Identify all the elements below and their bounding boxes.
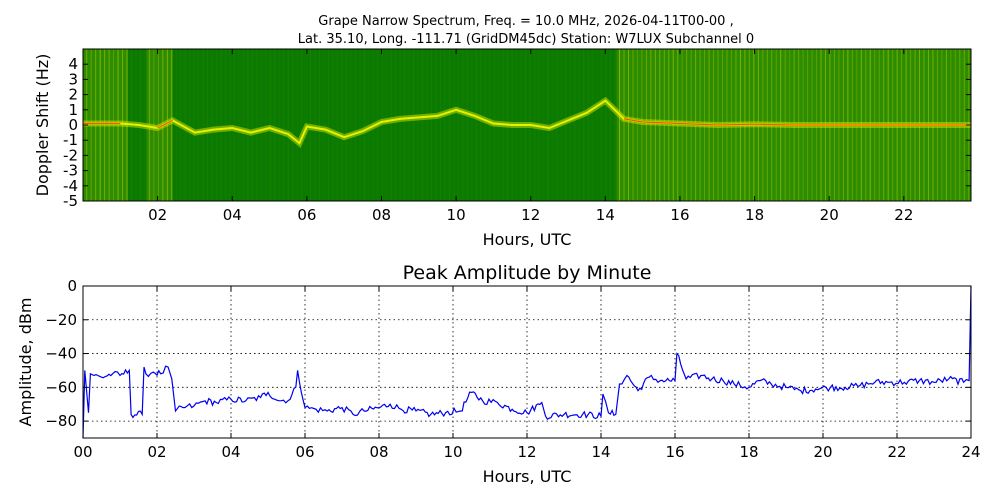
- spectrogram-ytick-label: -3: [63, 162, 78, 180]
- amplitude-xtick-label: 10: [443, 443, 462, 461]
- amplitude-xtick-label: 22: [887, 443, 906, 461]
- spectrogram-xtick-label: 12: [521, 206, 540, 224]
- spectrogram-ylabel: Doppler Shift (Hz): [33, 54, 52, 197]
- spectrogram-xtick-label: 16: [670, 206, 689, 224]
- spectrogram-xtick-label: 14: [596, 206, 615, 224]
- spectrogram-ytick-label: -1: [63, 131, 78, 149]
- amplitude-xtick-label: 02: [147, 443, 166, 461]
- amplitude-xtick-label: 20: [813, 443, 832, 461]
- spectrogram-bright-band: [83, 49, 128, 201]
- amplitude-ytick-label: −40: [45, 345, 77, 363]
- spectrogram-ytick-label: 0: [68, 116, 78, 134]
- amplitude-xtick-label: 12: [517, 443, 536, 461]
- spectrogram-xtick-label: 20: [820, 206, 839, 224]
- spectrogram-ytick-label: -2: [63, 146, 78, 164]
- amplitude-xtick-label: 16: [665, 443, 684, 461]
- spectrogram-xlabel: Hours, UTC: [483, 230, 572, 249]
- spectrogram-xtick-label: 18: [745, 206, 764, 224]
- spectrogram-ytick-label: 3: [68, 70, 78, 88]
- amplitude-ytick-label: −20: [45, 311, 77, 329]
- amplitude-ytick-label: 0: [67, 277, 77, 295]
- spectrogram-xtick-label: 10: [447, 206, 466, 224]
- amplitude-ytick-label: −80: [45, 412, 77, 430]
- spectrogram-ytick-label: 4: [68, 55, 78, 73]
- amplitude-xtick-label: 06: [295, 443, 314, 461]
- spectrogram-xtick-label: 02: [148, 206, 167, 224]
- amplitude-xtick-label: 18: [739, 443, 758, 461]
- spectrogram-ytick-label: -5: [63, 192, 78, 210]
- amplitude-xtick-label: 00: [73, 443, 92, 461]
- amplitude-title: Peak Amplitude by Minute: [403, 262, 652, 284]
- figure-title-line2: Lat. 35.10, Long. -111.71 (GridDM45dc) S…: [298, 32, 754, 47]
- spectrogram-xtick-label: 22: [894, 206, 913, 224]
- spectrogram-ytick-label: 2: [68, 86, 78, 104]
- figure-title-line1: Grape Narrow Spectrum, Freq. = 10.0 MHz,…: [318, 14, 733, 29]
- spectrogram-xtick-label: 08: [372, 206, 391, 224]
- amplitude-ylabel: Amplitude, dBm: [16, 298, 35, 427]
- peak-amplitude-chart: Peak Amplitude by Minute 00 02 04 06 08 10 12 1…: [16, 262, 981, 486]
- spectrogram-bright-band: [146, 49, 173, 201]
- spectrogram-xtick-label: 04: [223, 206, 242, 224]
- amplitude-xlabel: Hours, UTC: [483, 467, 572, 486]
- amplitude-ytick-label: −60: [45, 378, 77, 396]
- amplitude-xtick-label: 14: [591, 443, 610, 461]
- amplitude-series-line: [82, 285, 972, 439]
- spectrogram-ytick-label: 1: [68, 101, 78, 119]
- amplitude-xtick-label: 04: [221, 443, 240, 461]
- spectrogram-ytick-label: -4: [63, 177, 78, 195]
- amplitude-xtick-label: 24: [961, 443, 980, 461]
- doppler-trace-peak: [623, 118, 971, 126]
- doppler-trace-peak: [157, 119, 173, 129]
- amplitude-xtick-label: 08: [369, 443, 388, 461]
- spectrogram-xtick-label: 06: [297, 206, 316, 224]
